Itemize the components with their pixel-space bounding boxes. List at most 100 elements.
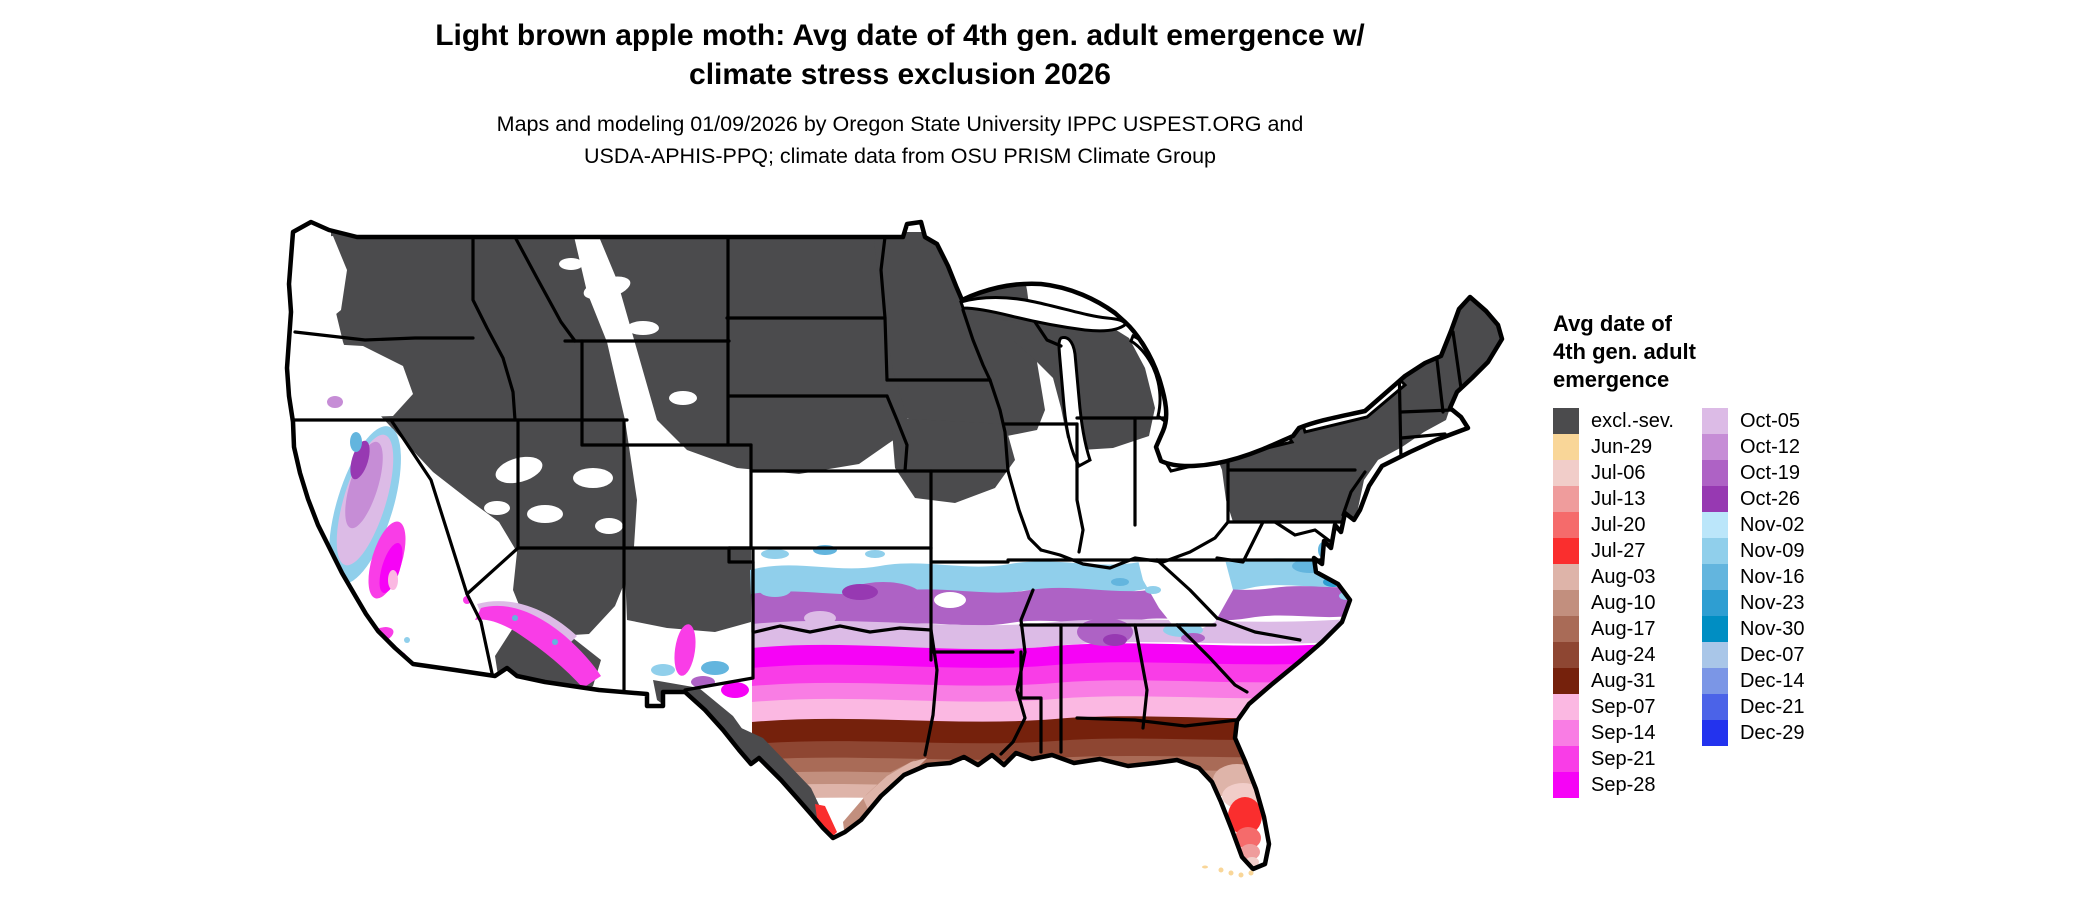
- legend-item-aug-24: Aug-24: [1553, 642, 1674, 668]
- legend-item-oct-05: Oct-05: [1701, 408, 1804, 434]
- legend-swatch: [1553, 720, 1579, 746]
- legend-label: Aug-31: [1591, 669, 1656, 692]
- legend-item-excl-sev-: excl.-sev.: [1553, 408, 1674, 434]
- legend-label: Dec-21: [1739, 695, 1805, 718]
- legend-title-line3: emergence: [1553, 367, 1670, 392]
- legend-item-nov-02: Nov-02: [1701, 512, 1805, 538]
- legend-item-dec-21: Dec-21: [1701, 694, 1805, 720]
- legend-swatch: [1701, 434, 1728, 460]
- legend-columns: excl.-sev. Jun-29 Jul-06 Jul-13 Jul-20 Jul-27…: [1553, 408, 1973, 798]
- legend-label: Aug-10: [1591, 591, 1656, 614]
- legend-label: Nov-30: [1739, 617, 1805, 640]
- legend-swatch: [1701, 590, 1728, 616]
- legend-label: Sep-28: [1591, 773, 1656, 796]
- legend-item-oct-19: Oct-19: [1701, 460, 1804, 486]
- legend-swatch: [1553, 642, 1579, 668]
- state-borders: [291, 235, 1463, 757]
- legend-item-sep-21: Sep-21: [1553, 746, 1674, 772]
- legend-swatch: [1553, 486, 1579, 512]
- legend-item-aug-31: Aug-31: [1553, 668, 1674, 694]
- legend-swatch: [1701, 564, 1728, 590]
- appalachian-white-tongue: [1137, 552, 1233, 638]
- legend-label: Sep-07: [1591, 695, 1656, 718]
- legend-swatch: [1701, 460, 1728, 486]
- legend-swatch: [1553, 616, 1579, 642]
- legend-label: Dec-29: [1739, 721, 1805, 744]
- legend-item-nov-23: Nov-23: [1701, 590, 1805, 616]
- legend-label: Oct-12: [1739, 435, 1801, 458]
- band-sep07: [752, 695, 1363, 724]
- band-aug24: [752, 737, 1363, 763]
- legend-column-left: excl.-sev. Jun-29 Jul-06 Jul-13 Jul-20 Jul-27…: [1553, 408, 1674, 798]
- legend-swatch: [1553, 590, 1579, 616]
- legend-label: Aug-17: [1591, 617, 1656, 640]
- legend-item-nov-16: Nov-16: [1701, 564, 1805, 590]
- lake-michigan: [1057, 336, 1092, 469]
- legend-item-nov-09: Nov-09: [1701, 538, 1805, 564]
- legend-swatch: [1553, 668, 1579, 694]
- legend-item-dec-29: Dec-29: [1701, 720, 1805, 746]
- legend-label: Nov-16: [1739, 565, 1805, 588]
- map-fill-layers: [287, 222, 1502, 869]
- figure-subtitle-line2: USDA-APHIS-PPQ; climate data from OSU PR…: [583, 144, 1217, 168]
- region-group-white-relief: [287, 236, 725, 534]
- legend-swatch: [1701, 512, 1728, 538]
- legend-label: Aug-03: [1591, 565, 1656, 588]
- band-sep28: [752, 642, 1363, 670]
- legend-item-aug-10: Aug-10: [1553, 590, 1674, 616]
- legend-label: Oct-19: [1739, 461, 1801, 484]
- legend-label: Aug-24: [1591, 643, 1656, 666]
- figure-title-line1: Light brown apple moth: Avg date of 4th …: [435, 19, 1365, 52]
- legend-label: Oct-26: [1739, 487, 1801, 510]
- legend-label: Jun-29: [1591, 435, 1653, 458]
- legend-item-jul-20: Jul-20: [1553, 512, 1674, 538]
- legend-title: Avg date of 4th gen. adult emergence: [1553, 310, 1973, 394]
- legend-swatch: [1553, 772, 1579, 798]
- legend-item-sep-14: Sep-14: [1553, 720, 1674, 746]
- legend-item-dec-14: Dec-14: [1701, 668, 1805, 694]
- legend-label: Nov-09: [1739, 539, 1805, 562]
- legend-label: Dec-07: [1739, 643, 1805, 666]
- legend-label: Jul-20: [1591, 513, 1646, 536]
- legend-label: Dec-14: [1739, 669, 1805, 692]
- legend-swatch: [1553, 460, 1579, 486]
- figure-title: Light brown apple moth: Avg date of 4th …: [0, 16, 1800, 94]
- legend-item-jul-13: Jul-13: [1553, 486, 1674, 512]
- legend-swatch: [1553, 694, 1579, 720]
- legend-swatch: [1553, 564, 1579, 590]
- legend-label: Jul-13: [1591, 487, 1646, 510]
- legend-label: Jul-27: [1591, 539, 1646, 562]
- legend-swatch: [1701, 668, 1728, 694]
- legend-swatch: [1553, 538, 1579, 564]
- legend-swatch: [1553, 746, 1579, 772]
- legend-item-aug-03: Aug-03: [1553, 564, 1674, 590]
- region-group-date-bands: [750, 558, 1363, 800]
- legend-item-oct-26: Oct-26: [1701, 486, 1804, 512]
- band-sep21: [752, 661, 1363, 688]
- legend-swatch: [1701, 616, 1728, 642]
- legend-item-nov-30: Nov-30: [1701, 616, 1805, 642]
- legend-item-dec-07: Dec-07: [1701, 642, 1805, 668]
- legend-item-jul-06: Jul-06: [1553, 460, 1674, 486]
- legend-label: Sep-21: [1591, 747, 1656, 770]
- legend-label: Jul-06: [1591, 461, 1646, 484]
- legend-item-oct-12: Oct-12: [1701, 434, 1804, 460]
- legend-item-aug-17: Aug-17: [1553, 616, 1674, 642]
- legend-title-line1: Avg date of: [1553, 311, 1672, 336]
- legend-item-sep-07: Sep-07: [1553, 694, 1674, 720]
- legend-swatch: [1701, 642, 1728, 668]
- figure-title-line2: climate stress exclusion 2026: [689, 58, 1111, 91]
- legend-item-jun-29: Jun-29: [1553, 434, 1674, 460]
- legend: Avg date of 4th gen. adult emergence exc…: [1553, 310, 1973, 798]
- legend-label: Nov-02: [1739, 513, 1805, 536]
- legend-swatch: [1701, 486, 1728, 512]
- legend-swatch: [1553, 408, 1579, 434]
- legend-label: Sep-14: [1591, 721, 1656, 744]
- legend-label: Nov-23: [1739, 591, 1805, 614]
- legend-title-line2: 4th gen. adult: [1553, 339, 1696, 364]
- us-national-outline: [284, 219, 1505, 872]
- legend-swatch: [1701, 538, 1728, 564]
- legend-item-sep-28: Sep-28: [1553, 772, 1674, 798]
- legend-item-jul-27: Jul-27: [1553, 538, 1674, 564]
- legend-swatch: [1701, 720, 1728, 746]
